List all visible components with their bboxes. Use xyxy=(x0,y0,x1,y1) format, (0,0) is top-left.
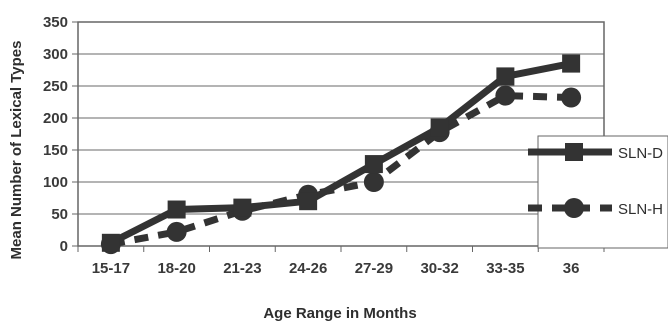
x-axis-ticks: 15-17 18-20 21-23 24-26 27-29 30-32 33-35 36 xyxy=(77,246,605,277)
data-point xyxy=(496,67,515,86)
legend-item: SLN-H xyxy=(528,198,663,218)
x-tick-label: 24-26 xyxy=(289,260,327,277)
x-tick-label: 36 xyxy=(563,260,580,277)
data-point xyxy=(363,172,384,192)
data-point xyxy=(233,198,252,217)
series-layer xyxy=(100,54,582,255)
data-point xyxy=(495,85,516,106)
data-point xyxy=(561,87,582,108)
data-point xyxy=(430,118,449,137)
legend: SLN-D SLN-H xyxy=(528,135,668,249)
plot-background xyxy=(78,22,604,246)
data-point xyxy=(166,221,187,242)
legend-label: SLN-H xyxy=(618,201,663,218)
x-tick-label: 27-29 xyxy=(355,260,393,277)
data-point xyxy=(167,200,186,219)
legend-swatch-marker xyxy=(565,143,583,161)
y-tick-label: 200 xyxy=(43,110,68,127)
y-tick-label: 0 xyxy=(60,238,68,255)
y-tick-label: 150 xyxy=(43,142,68,159)
x-tick-label: 21-23 xyxy=(223,260,261,277)
x-tick-label: 33-35 xyxy=(486,260,524,277)
x-tick-label: 15-17 xyxy=(92,260,130,277)
y-tick-label: 250 xyxy=(43,78,68,95)
y-axis-label: Mean Number of Lexical Types xyxy=(8,41,25,260)
x-tick-label: 18-20 xyxy=(157,260,195,277)
plot-area xyxy=(77,21,605,247)
data-point xyxy=(562,54,581,73)
y-tick-label: 100 xyxy=(43,174,68,191)
data-point xyxy=(299,192,318,211)
y-axis-ticks: 0 50 100 150 200 250 300 350 xyxy=(43,14,78,255)
x-tick-label: 30-32 xyxy=(420,260,458,277)
data-point xyxy=(364,155,383,174)
x-axis-label: Age Range in Months xyxy=(263,305,416,322)
legend-swatch-marker xyxy=(564,198,584,218)
y-tick-label: 300 xyxy=(43,46,68,63)
series-line xyxy=(109,60,572,246)
series-sln-d xyxy=(101,54,581,252)
y-tick-label: 350 xyxy=(43,14,68,31)
series-line xyxy=(110,92,572,248)
data-point xyxy=(101,233,120,252)
legend-label: SLN-D xyxy=(618,145,663,162)
y-tick-label: 50 xyxy=(51,206,68,223)
legend-item: SLN-D xyxy=(528,143,663,162)
